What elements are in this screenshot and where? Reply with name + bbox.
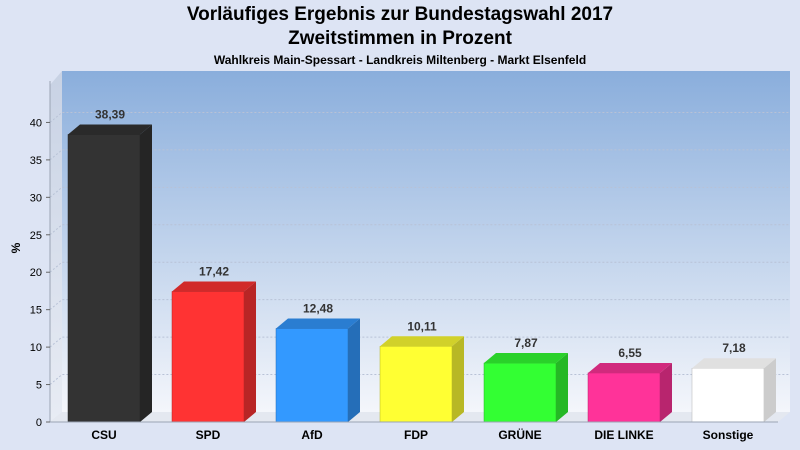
x-tick-label: DIE LINKE (594, 428, 653, 442)
gridline (49, 149, 790, 161)
bar-side (556, 353, 568, 422)
data-label: 17,42 (199, 265, 229, 279)
chart-title: Vorläufiges Ergebnis zur Bundestagswahl … (186, 4, 614, 25)
x-tick-label: CSU (91, 428, 116, 442)
bar-csu: 38,39 (67, 108, 152, 423)
x-tick-label: AfD (301, 428, 323, 442)
bars: 38,39 17,42 12,48 10,11 7,87 6,55 7,18 (67, 108, 776, 423)
bar-top (172, 281, 256, 292)
y-axis-label: % (9, 242, 23, 253)
bar-side (452, 336, 464, 422)
bar-front (691, 367, 765, 423)
bar-side (140, 124, 152, 422)
bar-side (244, 281, 256, 422)
bar-top (68, 124, 152, 135)
data-label: 10,11 (407, 319, 437, 333)
bar-front (275, 328, 349, 423)
chart-subtitle: Zweitstimmen in Prozent (288, 28, 512, 49)
gridline (49, 299, 790, 311)
bar-grüne: 7,87 (483, 336, 568, 423)
bar-front (171, 291, 245, 423)
bar-front (379, 346, 453, 423)
bar-sonstige: 7,18 (691, 341, 776, 423)
data-label: 7,18 (722, 341, 746, 355)
bar-spd: 17,42 (171, 265, 256, 423)
y-tick-label: 0 (36, 417, 42, 429)
bar-top (588, 362, 672, 373)
bar-top (276, 318, 360, 329)
x-axis: CSU SPD AfD FDP GRÜNE DIE LINKE Sonstige (50, 421, 778, 442)
data-label: 6,55 (618, 346, 642, 360)
x-tick-label: GRÜNE (498, 427, 541, 442)
y-axis: 0 5 10 15 20 25 30 35 40 (30, 81, 51, 429)
data-label: 7,87 (514, 336, 538, 350)
bar-top (692, 358, 776, 369)
x-tick-label: FDP (404, 428, 428, 442)
bar-top (484, 353, 568, 364)
bar-fdp: 10,11 (379, 319, 464, 423)
y-tick-label: 10 (30, 342, 42, 354)
y-tick-label: 15 (30, 305, 42, 317)
bar-side (660, 362, 672, 422)
bar-side (348, 318, 360, 422)
gridline (49, 186, 790, 198)
y-tick-label: 20 (30, 267, 42, 279)
bar-side (764, 358, 776, 422)
data-label: 12,48 (303, 302, 333, 316)
bar-front (587, 372, 661, 423)
x-tick-label: SPD (196, 428, 221, 442)
bar-die-linke: 6,55 (587, 346, 672, 423)
bar-afd: 12,48 (275, 302, 360, 423)
bar-front (67, 134, 141, 423)
y-tick-label: 40 (30, 117, 42, 129)
y-tick-label: 25 (30, 230, 42, 242)
data-label: 38,39 (95, 108, 125, 122)
gridline (49, 336, 790, 348)
y-tick-label: 30 (30, 192, 42, 204)
chart-caption: Wahlkreis Main-Spessart - Landkreis Milt… (213, 53, 587, 67)
bar-front (483, 362, 557, 423)
y-tick-label: 5 (36, 380, 42, 392)
y-tick-label: 35 (30, 155, 42, 167)
x-tick-label: Sonstige (703, 428, 754, 442)
side-wall (50, 71, 62, 422)
bar-top (380, 336, 464, 347)
gridline (49, 224, 790, 236)
gridline (49, 261, 790, 273)
gridline (49, 111, 790, 123)
